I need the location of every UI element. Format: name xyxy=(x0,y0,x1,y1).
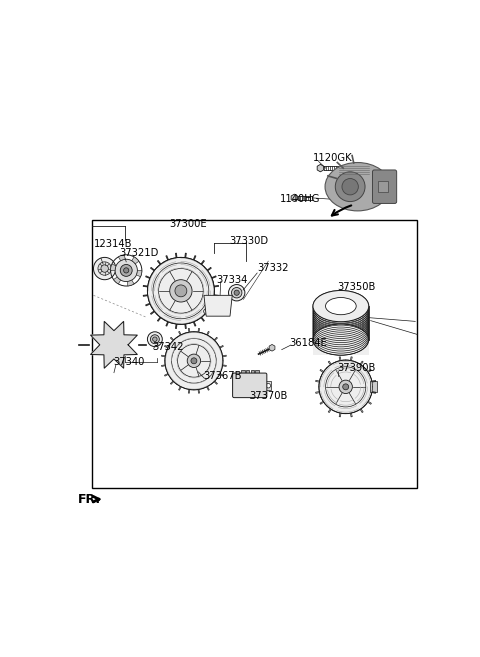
Ellipse shape xyxy=(325,298,356,315)
Text: 37332: 37332 xyxy=(257,263,288,273)
Text: FR.: FR. xyxy=(78,493,101,506)
Bar xyxy=(313,306,369,355)
Circle shape xyxy=(225,298,229,302)
Bar xyxy=(265,381,271,390)
FancyBboxPatch shape xyxy=(372,170,396,204)
Bar xyxy=(246,370,249,375)
Bar xyxy=(255,370,259,375)
Circle shape xyxy=(191,358,197,364)
Circle shape xyxy=(165,332,223,390)
FancyBboxPatch shape xyxy=(233,373,267,397)
Circle shape xyxy=(124,268,129,273)
Text: 37300E: 37300E xyxy=(170,219,207,229)
Polygon shape xyxy=(317,164,324,172)
Circle shape xyxy=(343,384,348,390)
Circle shape xyxy=(101,265,108,272)
Circle shape xyxy=(266,384,271,388)
Circle shape xyxy=(94,258,116,280)
Polygon shape xyxy=(204,296,232,316)
Bar xyxy=(92,220,417,488)
Text: 37342: 37342 xyxy=(152,342,184,351)
Bar xyxy=(378,181,388,193)
Polygon shape xyxy=(269,344,275,351)
Ellipse shape xyxy=(325,162,390,211)
Circle shape xyxy=(147,258,215,325)
Bar xyxy=(370,381,377,392)
Ellipse shape xyxy=(204,308,214,315)
Circle shape xyxy=(212,300,224,311)
Text: 1140HG: 1140HG xyxy=(279,194,320,204)
Polygon shape xyxy=(291,194,298,202)
Circle shape xyxy=(234,290,240,296)
Text: 37321D: 37321D xyxy=(119,248,158,258)
Text: 12314B: 12314B xyxy=(94,239,132,250)
Text: 37340: 37340 xyxy=(113,357,144,367)
Polygon shape xyxy=(127,280,134,286)
Circle shape xyxy=(228,284,245,301)
Circle shape xyxy=(153,337,157,342)
Polygon shape xyxy=(119,255,125,261)
Circle shape xyxy=(120,265,132,277)
Text: 37330D: 37330D xyxy=(229,236,268,246)
Polygon shape xyxy=(91,321,137,368)
Polygon shape xyxy=(132,257,139,264)
Circle shape xyxy=(109,340,119,350)
Text: 36184E: 36184E xyxy=(289,338,326,348)
Bar xyxy=(251,370,254,375)
Bar xyxy=(241,370,244,375)
Circle shape xyxy=(187,354,201,367)
Circle shape xyxy=(206,309,211,313)
Text: 1120GK: 1120GK xyxy=(313,152,353,163)
Circle shape xyxy=(319,360,372,414)
Circle shape xyxy=(215,303,221,309)
Circle shape xyxy=(175,285,187,297)
Circle shape xyxy=(231,288,242,298)
Text: 37334: 37334 xyxy=(216,275,248,285)
Circle shape xyxy=(342,179,359,195)
Circle shape xyxy=(339,380,352,394)
Circle shape xyxy=(216,310,220,315)
Text: 37350B: 37350B xyxy=(337,282,375,292)
Circle shape xyxy=(170,280,192,302)
Circle shape xyxy=(207,298,211,302)
Polygon shape xyxy=(110,264,116,271)
Circle shape xyxy=(150,335,159,344)
Text: 37367B: 37367B xyxy=(203,371,242,380)
Circle shape xyxy=(335,172,365,202)
Text: 37390B: 37390B xyxy=(337,363,375,373)
Circle shape xyxy=(104,335,124,355)
Polygon shape xyxy=(114,277,120,284)
Circle shape xyxy=(147,332,162,347)
Circle shape xyxy=(115,260,137,282)
Circle shape xyxy=(98,262,111,275)
Text: 37370B: 37370B xyxy=(250,391,288,401)
Ellipse shape xyxy=(313,290,369,322)
Polygon shape xyxy=(136,271,142,277)
